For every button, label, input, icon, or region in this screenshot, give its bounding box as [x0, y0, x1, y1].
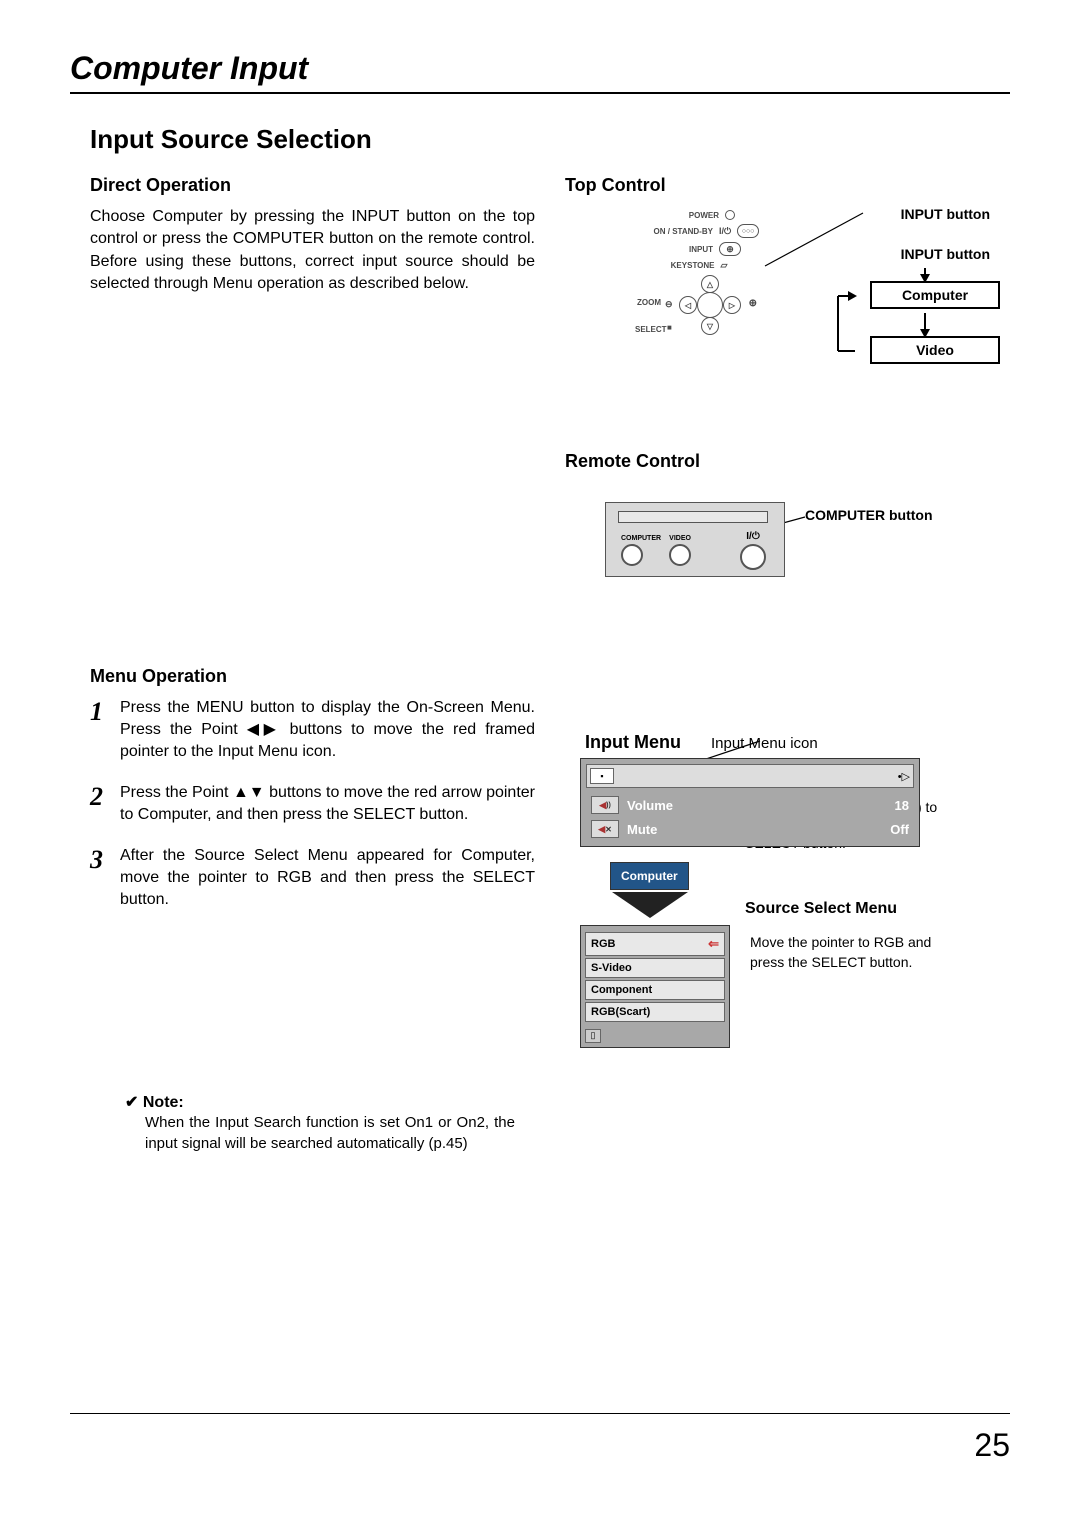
volume-label: Volume [627, 798, 673, 813]
source-select-menu: RGB⇐ S-Video Component RGB(Scart) ▯ [580, 925, 730, 1048]
step-text: Press the Point ▲▼ buttons to move the r… [120, 782, 535, 827]
step-2: 2 Press the Point ▲▼ buttons to move the… [90, 782, 535, 827]
remote-computer-lbl: COMPUTER [621, 535, 661, 542]
top-control-heading: Top Control [565, 175, 1010, 196]
check-icon: ✔ [125, 1094, 138, 1111]
volume-icon: ◀)) [591, 796, 619, 814]
source-menu-caption: Move the pointer to RGB and press the SE… [750, 933, 950, 972]
lbl-standby: ON / STAND-BY [643, 227, 713, 236]
remote-video-lbl: VIDEO [669, 535, 691, 542]
lbl-keystone: KEYSTONE [645, 261, 715, 270]
page-title: Computer Input [70, 50, 1010, 87]
lbl-input: INPUT [643, 245, 713, 254]
note-heading: Note: [143, 1094, 184, 1111]
computer-tab: Computer [610, 862, 689, 890]
lbl-zoom: ZOOM [637, 298, 661, 307]
remote-power-btn [740, 544, 766, 570]
direct-op-heading: Direct Operation [90, 175, 535, 196]
section-heading: Input Source Selection [90, 124, 1010, 155]
step-text: Press the MENU button to display the On-… [120, 697, 535, 764]
mute-label: Mute [627, 822, 657, 837]
src-rgbscart: RGB(Scart) [585, 1002, 725, 1022]
src-rgb: RGB⇐ [585, 932, 725, 956]
lbl-select: SELECT [635, 325, 667, 334]
remote-heading: Remote Control [565, 451, 1010, 472]
osd-top-icon: ▪ [590, 768, 614, 784]
remote-computer-btn [621, 544, 643, 566]
mute-value: Off [890, 822, 909, 837]
page-number: 25 [974, 1427, 1010, 1464]
top-control-diagram: INPUT button INPUT button Computer Video [565, 201, 1010, 451]
step-num: 1 [90, 697, 120, 764]
source-menu-heading: Source Select Menu [745, 900, 897, 918]
step-num: 3 [90, 845, 120, 912]
inputmenu-diagram: Move the pointer (red arrow) to Computer… [565, 758, 1010, 1048]
src-component: Component [585, 980, 725, 1000]
step-num: 2 [90, 782, 120, 827]
step-3: 3 After the Source Select Menu appeared … [90, 845, 535, 912]
note-section: ✔ Note: When the Input Search function i… [125, 1092, 535, 1154]
lbl-power: POWER [649, 211, 719, 220]
step-text: After the Source Select Menu appeared fo… [120, 845, 535, 912]
volume-value: 18 [895, 798, 909, 813]
mute-icon: ◀✕ [591, 820, 619, 838]
direct-op-text: Choose Computer by pressing the INPUT bu… [90, 206, 535, 296]
remote-diagram: COMPUTER button COMPUTER VIDEO [565, 482, 1010, 612]
menu-op-heading: Menu Operation [90, 666, 535, 687]
remote-power-sym: I/⏻ [740, 531, 766, 542]
src-svideo: S-Video [585, 958, 725, 978]
note-text: When the Input Search function is set On… [145, 1112, 515, 1154]
step-1: 1 Press the MENU button to display the O… [90, 697, 535, 764]
remote-video-btn [669, 544, 691, 566]
